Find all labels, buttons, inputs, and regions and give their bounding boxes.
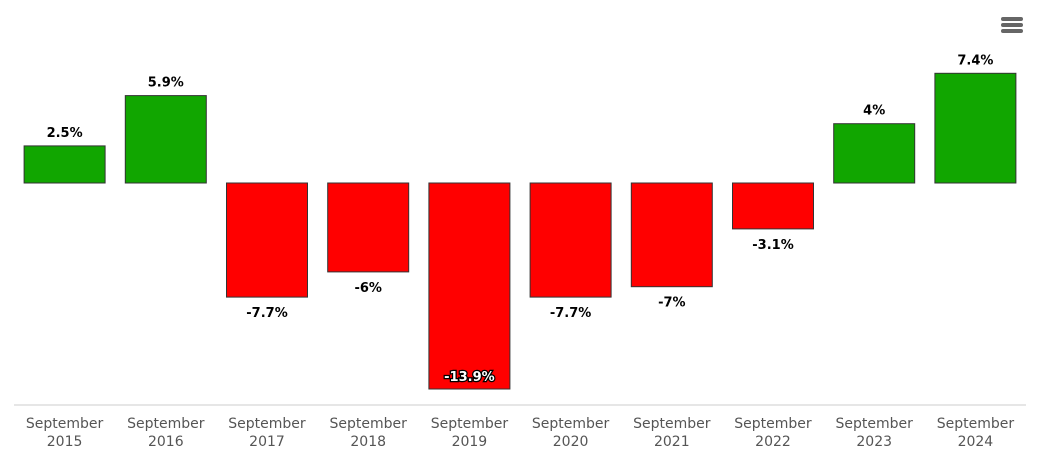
data-label-2022: -3.1%: [752, 238, 793, 253]
x-tick-label-2019: September 2019: [431, 416, 509, 450]
bar-2019[interactable]: [428, 182, 511, 390]
x-tick-label-2018: September 2018: [330, 416, 408, 450]
data-label-2019: -13.9%: [444, 370, 495, 385]
data-label-2017: -7.7%: [246, 306, 287, 321]
data-label-2016: 5.9%: [148, 76, 184, 91]
bar-2015[interactable]: [23, 145, 106, 184]
data-label-2024: 7.4%: [957, 53, 993, 68]
x-tick-label-2023: September 2023: [836, 416, 914, 450]
bar-2018[interactable]: [327, 182, 410, 273]
x-tick-label-2017: September 2017: [228, 416, 306, 450]
bar-2016[interactable]: [124, 95, 207, 184]
menu-line: [1001, 29, 1023, 33]
bar-2024[interactable]: [934, 72, 1017, 184]
x-tick-label-2024: September 2024: [937, 416, 1015, 450]
bar-2023[interactable]: [833, 123, 916, 184]
data-label-2021: -7%: [658, 296, 685, 311]
data-label-2023: 4%: [863, 104, 885, 119]
bar-2022[interactable]: [732, 182, 814, 230]
x-tick-label-2016: September 2016: [127, 416, 205, 450]
x-tick-label-2015: September 2015: [26, 416, 104, 450]
x-tick-label-2021: September 2021: [633, 416, 711, 450]
data-label-2020: -7.7%: [550, 306, 591, 321]
bar-2021[interactable]: [630, 182, 713, 288]
x-tick-label-2022: September 2022: [734, 416, 812, 450]
data-label-2018: -6%: [354, 281, 381, 296]
menu-line: [1001, 17, 1023, 21]
menu-line: [1001, 23, 1023, 27]
chart-menu-icon[interactable]: [998, 12, 1026, 38]
bar-2017[interactable]: [226, 182, 308, 298]
bar-2020[interactable]: [529, 182, 612, 298]
data-label-2015: 2.5%: [47, 126, 83, 141]
x-tick-label-2020: September 2020: [532, 416, 610, 450]
